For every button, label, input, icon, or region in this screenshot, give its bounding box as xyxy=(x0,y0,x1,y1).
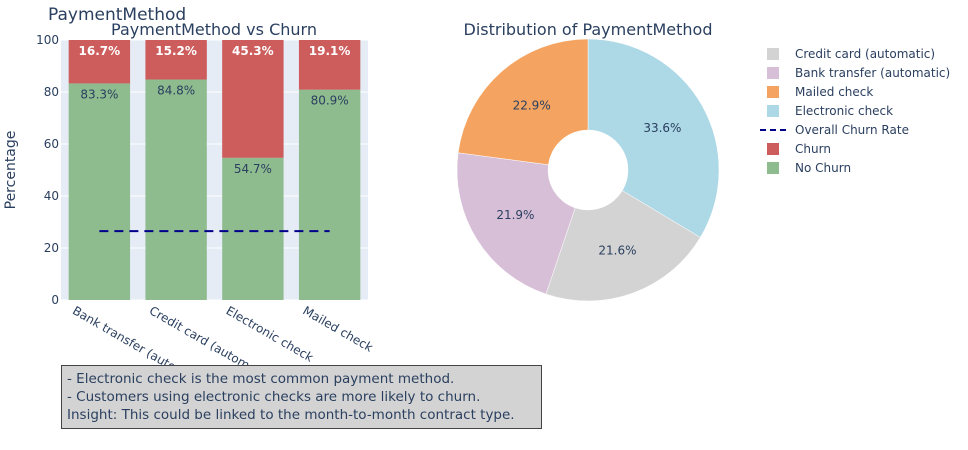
y-tick-label: 60 xyxy=(44,137,59,151)
legend: Credit card (automatic) Bank transfer (au… xyxy=(760,47,950,175)
pie-slice xyxy=(457,38,589,166)
pie-slice xyxy=(545,190,701,302)
y-tick-label: 0 xyxy=(51,293,59,307)
bar-data-label: 83.3% xyxy=(80,87,118,101)
insight-line: - Electronic check is the most common pa… xyxy=(67,371,455,387)
pie-slice-label: 22.9% xyxy=(513,99,551,113)
pie-slice xyxy=(456,152,576,295)
pie-slice-label: 21.9% xyxy=(496,208,534,222)
bar-data-label: 19.1% xyxy=(309,44,351,58)
bar-data-label: 54.7% xyxy=(234,162,272,176)
legend-label: Electronic check xyxy=(795,104,893,118)
legend-label: No Churn xyxy=(795,161,851,175)
bar-churn xyxy=(222,40,284,158)
legend-swatch xyxy=(767,48,779,60)
insight-line: - Customers using electronic checks are … xyxy=(67,389,481,405)
legend-label: Overall Churn Rate xyxy=(795,123,909,137)
y-tick-label: 100 xyxy=(36,33,59,47)
legend-swatch xyxy=(767,162,779,174)
pie-chart-title: Distribution of PaymentMethod xyxy=(464,20,713,39)
bar-no-churn xyxy=(298,89,361,300)
figure-title: PaymentMethod xyxy=(48,5,186,25)
legend-swatch xyxy=(767,67,779,79)
bar-data-label: 16.7% xyxy=(79,44,121,58)
y-axis-label: Percentage xyxy=(3,131,19,210)
bar-churn xyxy=(298,40,361,90)
legend-label: Credit card (automatic) xyxy=(795,47,935,61)
bar-no-churn xyxy=(68,83,131,300)
insight-line: Insight: This could be linked to the mon… xyxy=(67,407,515,423)
pie-slice xyxy=(587,38,720,238)
y-tick-label: 20 xyxy=(44,241,59,255)
y-tick-label: 40 xyxy=(44,189,59,203)
y-tick-label: 80 xyxy=(44,85,59,99)
pie-slice-label: 33.6% xyxy=(643,121,681,135)
bar-churn xyxy=(145,40,207,80)
legend-swatch xyxy=(767,86,779,98)
legend-swatch xyxy=(767,105,779,117)
insight-box: - Electronic check is the most common pa… xyxy=(61,365,542,429)
legend-swatch xyxy=(767,143,779,155)
bar-churn xyxy=(68,40,131,84)
legend-label: Bank transfer (automatic) xyxy=(795,66,950,80)
x-tick-label: Mailed check xyxy=(300,303,375,354)
bar-data-label: 84.8% xyxy=(157,84,195,98)
bar-data-label: 80.9% xyxy=(311,94,349,108)
bar-data-label: 15.2% xyxy=(155,44,197,58)
bar-chart-title: PaymentMethod vs Churn xyxy=(111,20,317,39)
legend-label: Mailed check xyxy=(795,85,873,99)
pie-chart: 33.6% 21.6% 21.9% 22.9% xyxy=(456,38,720,302)
pie-slice-label: 21.6% xyxy=(598,243,636,257)
bar-data-label: 45.3% xyxy=(232,44,274,58)
bar-no-churn xyxy=(222,157,284,300)
legend-label: Churn xyxy=(795,142,831,156)
bar-no-churn xyxy=(145,79,207,301)
